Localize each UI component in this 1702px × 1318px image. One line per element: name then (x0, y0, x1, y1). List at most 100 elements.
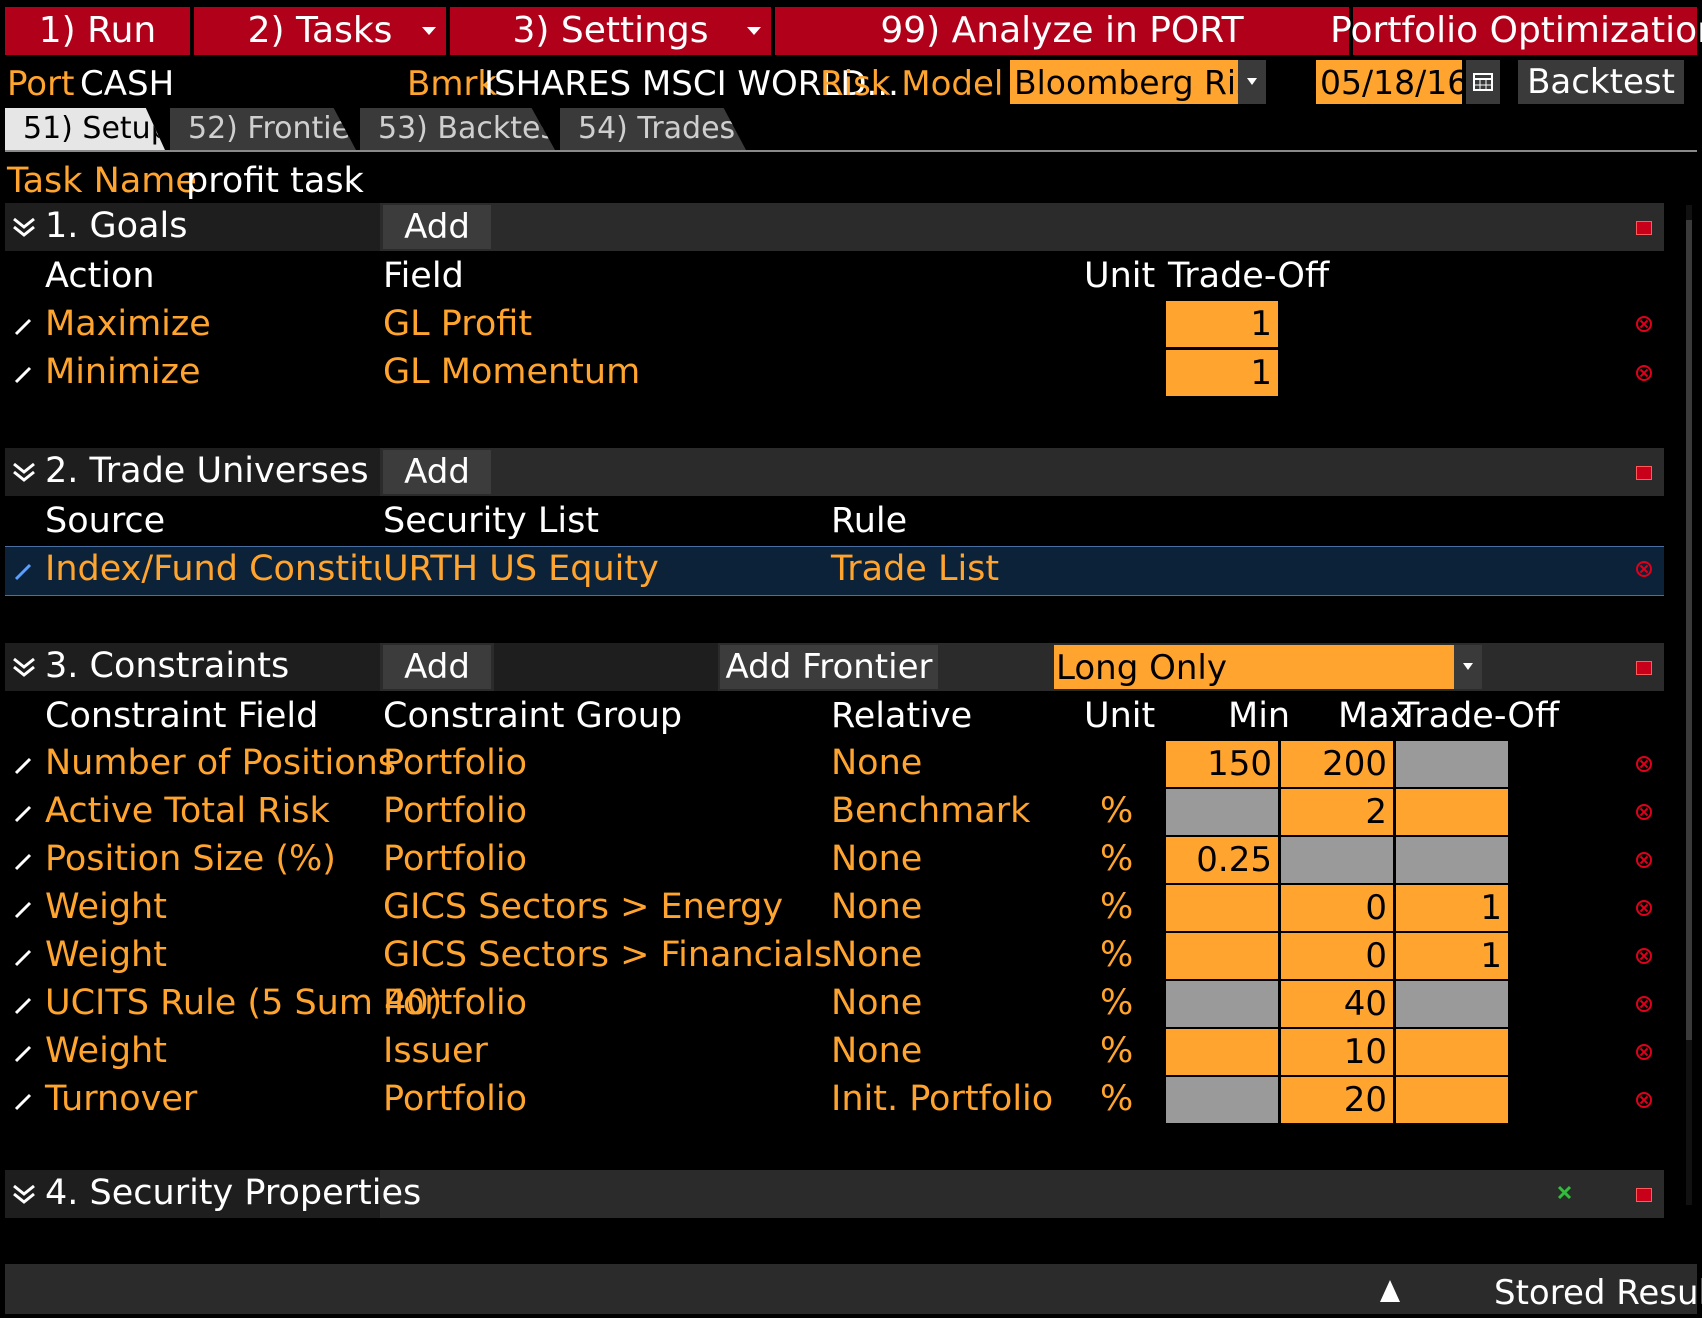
run-button[interactable]: 1) Run (5, 7, 190, 55)
edit-pencil-icon[interactable] (14, 1043, 34, 1063)
constraint-field[interactable]: Position Size (%) (45, 839, 336, 879)
port-value[interactable]: CASH (80, 64, 175, 104)
constraint-relative[interactable]: Benchmark (831, 791, 1031, 831)
calendar-icon[interactable] (1466, 60, 1500, 104)
constraint-min-input[interactable] (1166, 789, 1278, 835)
backtest-button[interactable]: Backtest (1518, 60, 1684, 104)
universe-security-list[interactable]: URTH US Equity (383, 549, 659, 589)
goal-tradeoff-input[interactable]: 1 (1166, 350, 1278, 396)
security-section-header[interactable] (5, 1170, 380, 1218)
constraint-max-input[interactable]: 0 (1281, 885, 1393, 931)
remove-row-icon[interactable] (1636, 948, 1652, 964)
constraint-tradeoff-input[interactable]: 1 (1396, 933, 1508, 979)
constraint-relative[interactable]: None (831, 1031, 923, 1071)
edit-pencil-icon[interactable] (14, 364, 34, 384)
delete-section-icon[interactable] (1636, 466, 1652, 480)
edit-pencil-icon[interactable] (14, 561, 34, 581)
constraint-tradeoff-input[interactable] (1396, 789, 1508, 835)
constraint-group[interactable]: Portfolio (383, 743, 527, 783)
remove-row-icon[interactable] (1636, 900, 1652, 916)
constraint-min-input[interactable]: 150 (1166, 741, 1278, 787)
constraint-group[interactable]: GICS Sectors > Energy (383, 887, 784, 927)
constraint-field[interactable]: Weight (45, 887, 167, 927)
analyze-in-port-button[interactable]: 99) Analyze in PORT (775, 7, 1349, 55)
goals-add-button[interactable]: Add (383, 205, 491, 249)
edit-pencil-icon[interactable] (14, 1091, 34, 1111)
remove-row-icon[interactable] (1636, 365, 1652, 381)
stored-results-button[interactable]: Stored Results (1494, 1273, 1702, 1313)
constraint-tradeoff-input[interactable]: 1 (1396, 885, 1508, 931)
constraint-field[interactable]: Turnover (45, 1079, 198, 1119)
date-field[interactable]: 05/18/16 (1316, 60, 1468, 104)
constraint-max-input[interactable]: 0 (1281, 933, 1393, 979)
goal-field[interactable]: GL Momentum (383, 352, 641, 392)
constraint-mode-select[interactable]: Long Only (1054, 645, 1482, 689)
constraint-max-input[interactable]: 40 (1281, 981, 1393, 1027)
tab-setup[interactable]: 51) Setup (5, 108, 165, 150)
delete-section-icon[interactable] (1636, 221, 1652, 235)
goal-action[interactable]: Maximize (45, 304, 211, 344)
constraint-tradeoff-input[interactable] (1396, 1029, 1508, 1075)
goal-tradeoff-input[interactable]: 1 (1166, 301, 1278, 347)
triangle-up-icon[interactable] (1378, 1278, 1402, 1304)
add-frontier-button[interactable]: Add Frontier (720, 645, 938, 689)
remove-row-icon[interactable] (1636, 756, 1652, 772)
constraint-field[interactable]: Number of Positions (45, 743, 397, 783)
constraint-relative[interactable]: Init. Portfolio (831, 1079, 1054, 1119)
delete-section-icon[interactable] (1636, 1188, 1652, 1202)
constraint-min-input[interactable] (1166, 1077, 1278, 1123)
universe-row-selected[interactable] (5, 546, 1664, 596)
remove-row-icon[interactable] (1636, 852, 1652, 868)
constraint-group[interactable]: Portfolio (383, 791, 527, 831)
constraint-relative[interactable]: None (831, 887, 923, 927)
constraint-relative[interactable]: None (831, 743, 923, 783)
constraint-relative[interactable]: None (831, 935, 923, 975)
constraint-field[interactable]: Weight (45, 1031, 167, 1071)
chevron-down-icon[interactable] (12, 460, 36, 484)
constraint-field[interactable]: Active Total Risk (45, 791, 330, 831)
constraint-field[interactable]: Weight (45, 935, 167, 975)
tab-frontier[interactable]: 52) Frontier (170, 108, 356, 150)
constraint-tradeoff-input[interactable] (1396, 1077, 1508, 1123)
edit-pencil-icon[interactable] (14, 995, 34, 1015)
task-name-value[interactable]: profit task (186, 161, 364, 201)
constraint-min-input[interactable] (1166, 981, 1278, 1027)
constraints-add-button[interactable]: Add (383, 645, 491, 689)
constraint-max-input[interactable] (1281, 837, 1393, 883)
edit-pencil-icon[interactable] (14, 803, 34, 823)
goals-section-header[interactable] (5, 203, 380, 251)
remove-row-icon[interactable] (1636, 996, 1652, 1012)
remove-row-icon[interactable] (1636, 561, 1652, 577)
constraint-max-input[interactable]: 20 (1281, 1077, 1393, 1123)
constraint-group[interactable]: Portfolio (383, 839, 527, 879)
dropdown-button[interactable] (1454, 645, 1482, 689)
chevron-down-icon[interactable] (12, 1182, 36, 1206)
scrollbar-thumb[interactable] (1686, 220, 1692, 1040)
edit-pencil-icon[interactable] (14, 316, 34, 336)
constraint-min-input[interactable] (1166, 885, 1278, 931)
universes-section-header[interactable] (5, 448, 380, 496)
constraint-min-input[interactable] (1166, 1029, 1278, 1075)
universes-add-button[interactable]: Add (383, 450, 491, 494)
constraint-max-input[interactable]: 200 (1281, 741, 1393, 787)
constraint-group[interactable]: Portfolio (383, 983, 527, 1023)
remove-row-icon[interactable] (1636, 1092, 1652, 1108)
edit-pencil-icon[interactable] (14, 851, 34, 871)
goal-action[interactable]: Minimize (45, 352, 201, 392)
constraint-tradeoff-input[interactable] (1396, 837, 1508, 883)
edit-pencil-icon[interactable] (14, 755, 34, 775)
constraint-relative[interactable]: None (831, 983, 923, 1023)
constraint-max-input[interactable]: 10 (1281, 1029, 1393, 1075)
tab-trades[interactable]: 54) Trades (560, 108, 746, 150)
remove-row-icon[interactable] (1636, 316, 1652, 332)
constraint-tradeoff-input[interactable] (1396, 981, 1508, 1027)
constraint-group[interactable]: GICS Sectors > Financials (383, 935, 833, 975)
constraint-group[interactable]: Portfolio (383, 1079, 527, 1119)
constraint-field[interactable]: UCITS Rule (5 Sum 40) (45, 983, 443, 1023)
excel-icon[interactable] (1556, 1184, 1574, 1202)
universe-source[interactable]: Index/Fund Constituenci (45, 552, 381, 587)
bmrk-value[interactable]: ISHARES MSCI WORLD... (484, 64, 899, 104)
goal-field[interactable]: GL Profit (383, 304, 533, 344)
tab-backtest[interactable]: 53) Backtest (360, 108, 555, 150)
constraint-min-input[interactable] (1166, 933, 1278, 979)
